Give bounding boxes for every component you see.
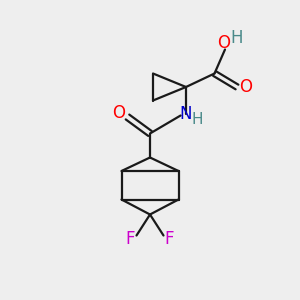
Text: F: F [126, 230, 135, 248]
Text: H: H [192, 112, 203, 127]
Text: O: O [239, 78, 252, 96]
Text: F: F [165, 230, 174, 248]
Text: N: N [180, 105, 192, 123]
Text: H: H [230, 29, 243, 47]
Text: O: O [217, 34, 230, 52]
Text: O: O [112, 103, 126, 122]
